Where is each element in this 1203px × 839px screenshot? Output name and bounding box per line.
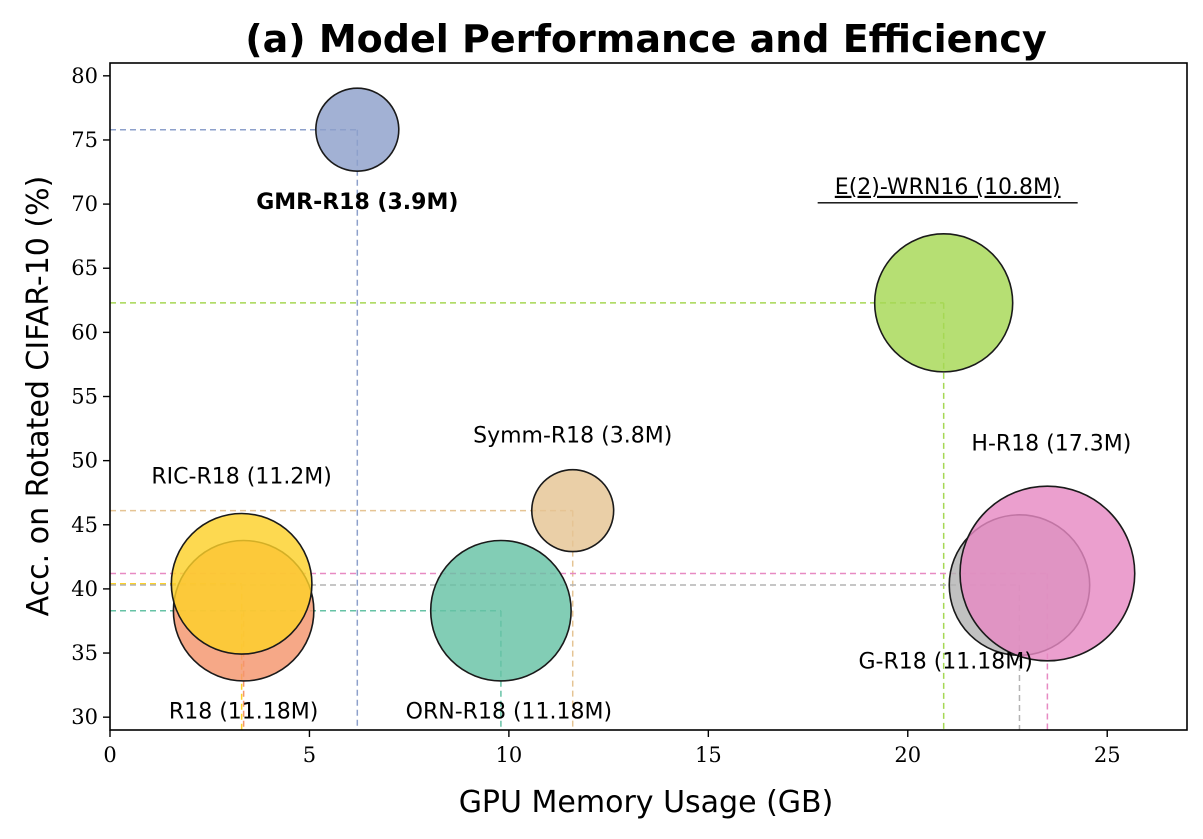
- bubble: [170, 512, 313, 655]
- y-axis-ticks: 30 35 40 45 50 55 60 65 70 75 80: [71, 64, 110, 729]
- y-tick-label: 65: [71, 256, 98, 280]
- x-tick-label: 25: [1094, 743, 1121, 767]
- bubble-label: Symm-R18 (3.8M): [473, 424, 672, 449]
- x-tick-label: 20: [894, 743, 921, 767]
- bubble: [959, 485, 1136, 662]
- bubble: [429, 539, 572, 682]
- x-tick-label: 5: [303, 743, 316, 767]
- y-tick-label: 30: [71, 705, 98, 729]
- x-axis-ticks: 0 5 10 15 20 25: [103, 730, 1121, 767]
- bubble-label: E(2)-WRN16 (10.8M): [835, 175, 1061, 200]
- x-axis-label: GPU Memory Usage (GB): [459, 785, 834, 820]
- y-tick-label: 75: [71, 128, 98, 152]
- bubble: [530, 468, 615, 553]
- y-tick-label: 40: [71, 577, 98, 601]
- bubble-label: ORN-R18 (11.18M): [406, 699, 612, 724]
- bubble: [873, 233, 1014, 373]
- bubble: [315, 87, 400, 172]
- bubble-label: H-R18 (17.3M): [971, 431, 1131, 456]
- bubbles: [170, 87, 1136, 682]
- y-tick-label: 55: [71, 385, 98, 409]
- bubble-label: GMR-R18 (3.9M): [256, 190, 458, 215]
- bubble-label: G-R18 (11.18M): [858, 649, 1032, 674]
- x-tick-label: 10: [496, 743, 523, 767]
- y-tick-label: 35: [71, 641, 98, 665]
- y-axis-label: Acc. on Rotated CIFAR-10 (%): [21, 176, 56, 617]
- bubble-label: R18 (11.18M): [169, 699, 318, 724]
- x-tick-label: 15: [695, 743, 722, 767]
- y-tick-label: 50: [71, 449, 98, 473]
- x-tick-label: 0: [103, 743, 116, 767]
- y-tick-label: 80: [71, 64, 98, 88]
- y-tick-label: 60: [71, 320, 98, 344]
- y-tick-label: 45: [71, 513, 98, 537]
- bubble-labels: R18 (11.18M) RIC-R18 (11.2M) GMR-R18 (3.9M…: [151, 175, 1131, 725]
- bubble-label: RIC-R18 (11.2M): [151, 465, 331, 490]
- y-tick-label: 70: [71, 192, 98, 216]
- chart-title: (a) Model Performance and Efficiency: [245, 17, 1047, 61]
